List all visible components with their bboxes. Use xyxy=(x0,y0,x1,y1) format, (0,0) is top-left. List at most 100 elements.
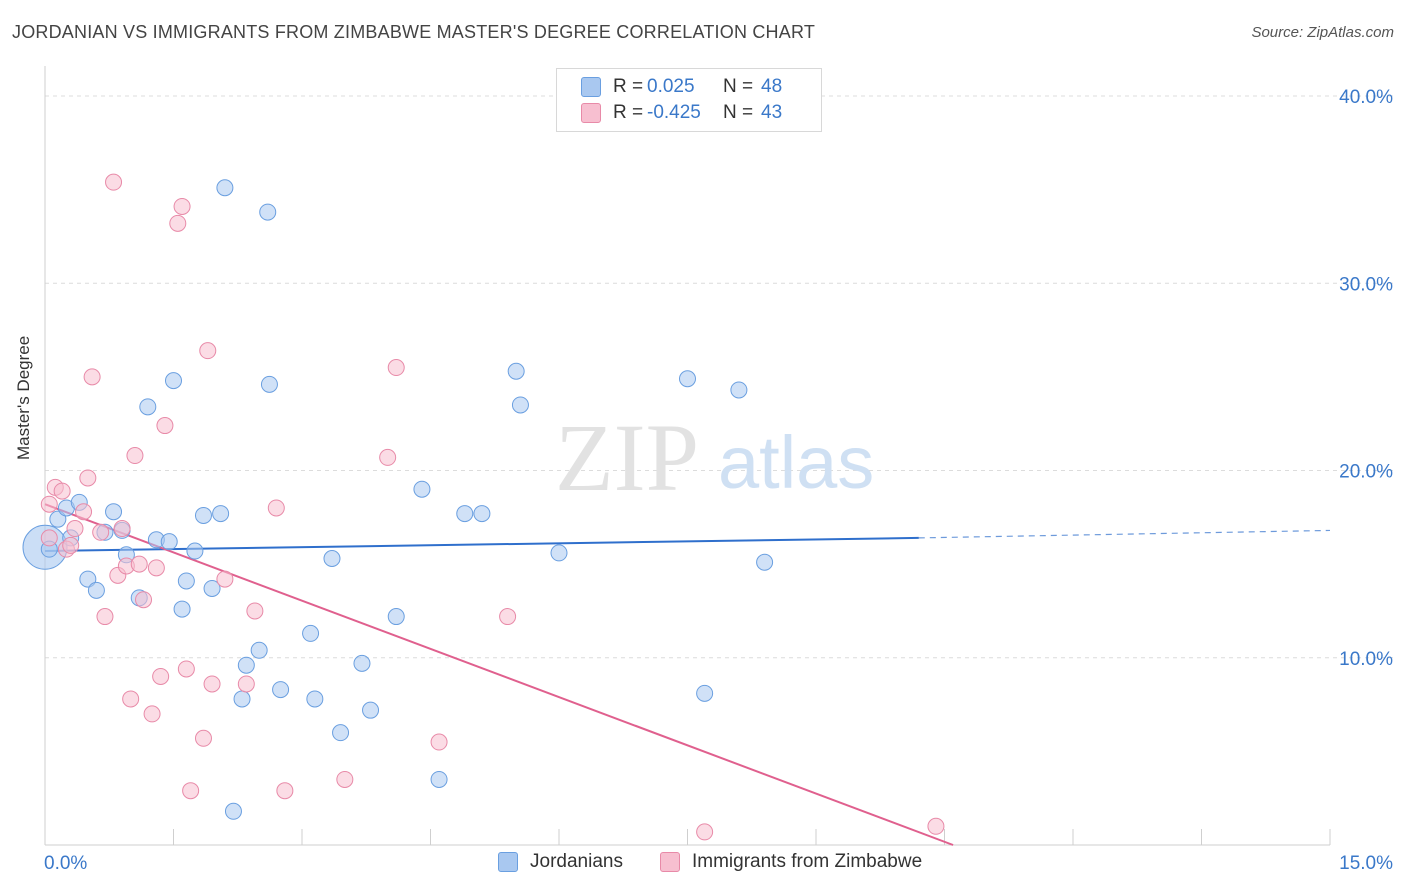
data-point-zimbabwe xyxy=(53,482,71,500)
data-point-zimbabwe xyxy=(130,555,148,573)
data-point-jordanians xyxy=(177,572,195,590)
data-point-zimbabwe xyxy=(62,536,80,554)
data-point-zimbabwe xyxy=(156,417,174,435)
grid-lines xyxy=(45,95,1395,659)
data-point-zimbabwe xyxy=(430,733,448,751)
data-point-zimbabwe xyxy=(216,570,234,588)
data-point-jordanians xyxy=(250,641,268,659)
x-tick-label: 15.0% xyxy=(1339,853,1393,874)
data-point-zimbabwe xyxy=(173,197,191,215)
data-point-jordanians xyxy=(353,654,371,672)
data-point-zimbabwe xyxy=(40,495,58,513)
data-point-jordanians xyxy=(756,553,774,571)
data-point-jordanians xyxy=(233,690,251,708)
chart-title: JORDANIAN VS IMMIGRANTS FROM ZIMBABWE MA… xyxy=(12,22,816,42)
x-tick-label: 0.0% xyxy=(44,853,87,874)
data-point-jordanians xyxy=(79,570,97,588)
legend-n-label: N = xyxy=(723,102,754,123)
legend-item-zimbabwe: Immigrants from Zimbabwe xyxy=(660,851,922,873)
data-point-jordanians xyxy=(550,544,568,562)
data-point-jordanians xyxy=(730,381,748,399)
legend-swatch-zimbabwe xyxy=(660,852,680,872)
data-point-jordanians xyxy=(194,506,212,524)
data-point-zimbabwe xyxy=(143,705,161,723)
data-point-jordanians xyxy=(413,480,431,498)
data-point-zimbabwe xyxy=(135,591,153,609)
data-point-zimbabwe xyxy=(246,602,264,620)
data-point-zimbabwe xyxy=(182,782,200,800)
axes xyxy=(44,66,1331,846)
data-point-zimbabwe xyxy=(152,667,170,685)
data-point-zimbabwe xyxy=(113,520,131,538)
watermark-atlas: atlas xyxy=(718,421,874,504)
data-point-jordanians xyxy=(332,724,350,742)
data-point-jordanians xyxy=(259,203,277,221)
stats-legend: R = 0.025 N = 48 R = -0.425 N = 43 xyxy=(556,68,822,132)
data-point-jordanians xyxy=(160,533,178,551)
data-point-zimbabwe xyxy=(379,448,397,466)
data-point-zimbabwe xyxy=(927,817,945,835)
source-label: Source: ZipAtlas.com xyxy=(1251,24,1394,41)
data-point-zimbabwe xyxy=(66,520,84,538)
data-point-zimbabwe xyxy=(696,823,714,841)
data-point-zimbabwe xyxy=(336,770,354,788)
data-point-jordanians xyxy=(306,690,324,708)
y-tick-label: 20.0% xyxy=(1339,462,1393,483)
data-point-zimbabwe xyxy=(79,469,97,487)
series-legend: Jordanians Immigrants from Zimbabwe xyxy=(0,851,1406,877)
watermark: ZIP atlas xyxy=(555,404,874,511)
data-point-zimbabwe xyxy=(499,608,517,626)
data-point-jordanians xyxy=(507,362,525,380)
data-point-zimbabwe xyxy=(169,214,187,232)
data-point-zimbabwe xyxy=(147,559,165,577)
data-point-zimbabwe xyxy=(122,690,140,708)
data-point-jordanians xyxy=(49,510,67,528)
data-point-jordanians xyxy=(387,608,405,626)
tick-labels: 10.0% 20.0% 30.0% 40.0% 0.0% 15.0% xyxy=(44,87,1393,874)
data-point-jordanians xyxy=(105,503,123,521)
data-point-jordanians xyxy=(165,372,182,390)
data-point-jordanians xyxy=(87,581,105,599)
data-point-zimbabwe xyxy=(387,359,405,377)
data-point-jordanians xyxy=(302,624,320,642)
data-point-zimbabwe xyxy=(203,675,221,693)
legend-r-label: R = xyxy=(613,76,644,97)
legend-r-value: -0.425 xyxy=(647,102,701,123)
legend-n-value: 43 xyxy=(761,102,783,123)
data-point-zimbabwe xyxy=(75,503,93,521)
legend-label-jordanians: Jordanians xyxy=(530,851,623,872)
y-tick-label: 10.0% xyxy=(1339,649,1393,670)
data-point-zimbabwe xyxy=(267,499,285,517)
data-point-jordanians xyxy=(362,701,380,719)
data-point-zimbabwe xyxy=(194,729,212,747)
legend-label-zimbabwe: Immigrants from Zimbabwe xyxy=(692,851,923,872)
legend-n-value: 48 xyxy=(761,76,783,97)
data-point-zimbabwe xyxy=(83,368,101,386)
data-point-jordanians xyxy=(212,505,230,523)
trend-lines xyxy=(44,503,1331,846)
data-point-jordanians xyxy=(511,396,529,414)
data-point-zimbabwe xyxy=(96,608,114,626)
data-point-zimbabwe xyxy=(177,660,195,678)
data-point-zimbabwe xyxy=(276,782,294,800)
data-point-jordanians xyxy=(186,542,204,560)
data-points xyxy=(22,173,945,841)
data-point-jordanians xyxy=(679,370,696,388)
legend-row-jordanians: R = 0.025 N = 48 xyxy=(581,75,782,99)
data-point-jordanians xyxy=(203,579,221,597)
data-point-jordanians xyxy=(456,505,474,523)
data-point-jordanians xyxy=(260,375,278,393)
data-point-zimbabwe xyxy=(126,447,144,465)
legend-swatch-zimbabwe xyxy=(581,103,601,123)
trend-line-jordanians-extension xyxy=(918,529,1331,539)
trend-line-zimbabwe xyxy=(44,503,954,846)
legend-swatch-jordanians xyxy=(498,852,518,872)
data-point-jordanians xyxy=(696,684,714,702)
y-tick-label: 30.0% xyxy=(1339,274,1393,295)
data-point-zimbabwe xyxy=(40,529,58,547)
data-point-jordanians xyxy=(272,681,290,699)
y-axis-label: Master's Degree xyxy=(14,335,33,460)
y-tick-label: 40.0% xyxy=(1339,87,1393,108)
data-point-zimbabwe xyxy=(92,523,110,541)
